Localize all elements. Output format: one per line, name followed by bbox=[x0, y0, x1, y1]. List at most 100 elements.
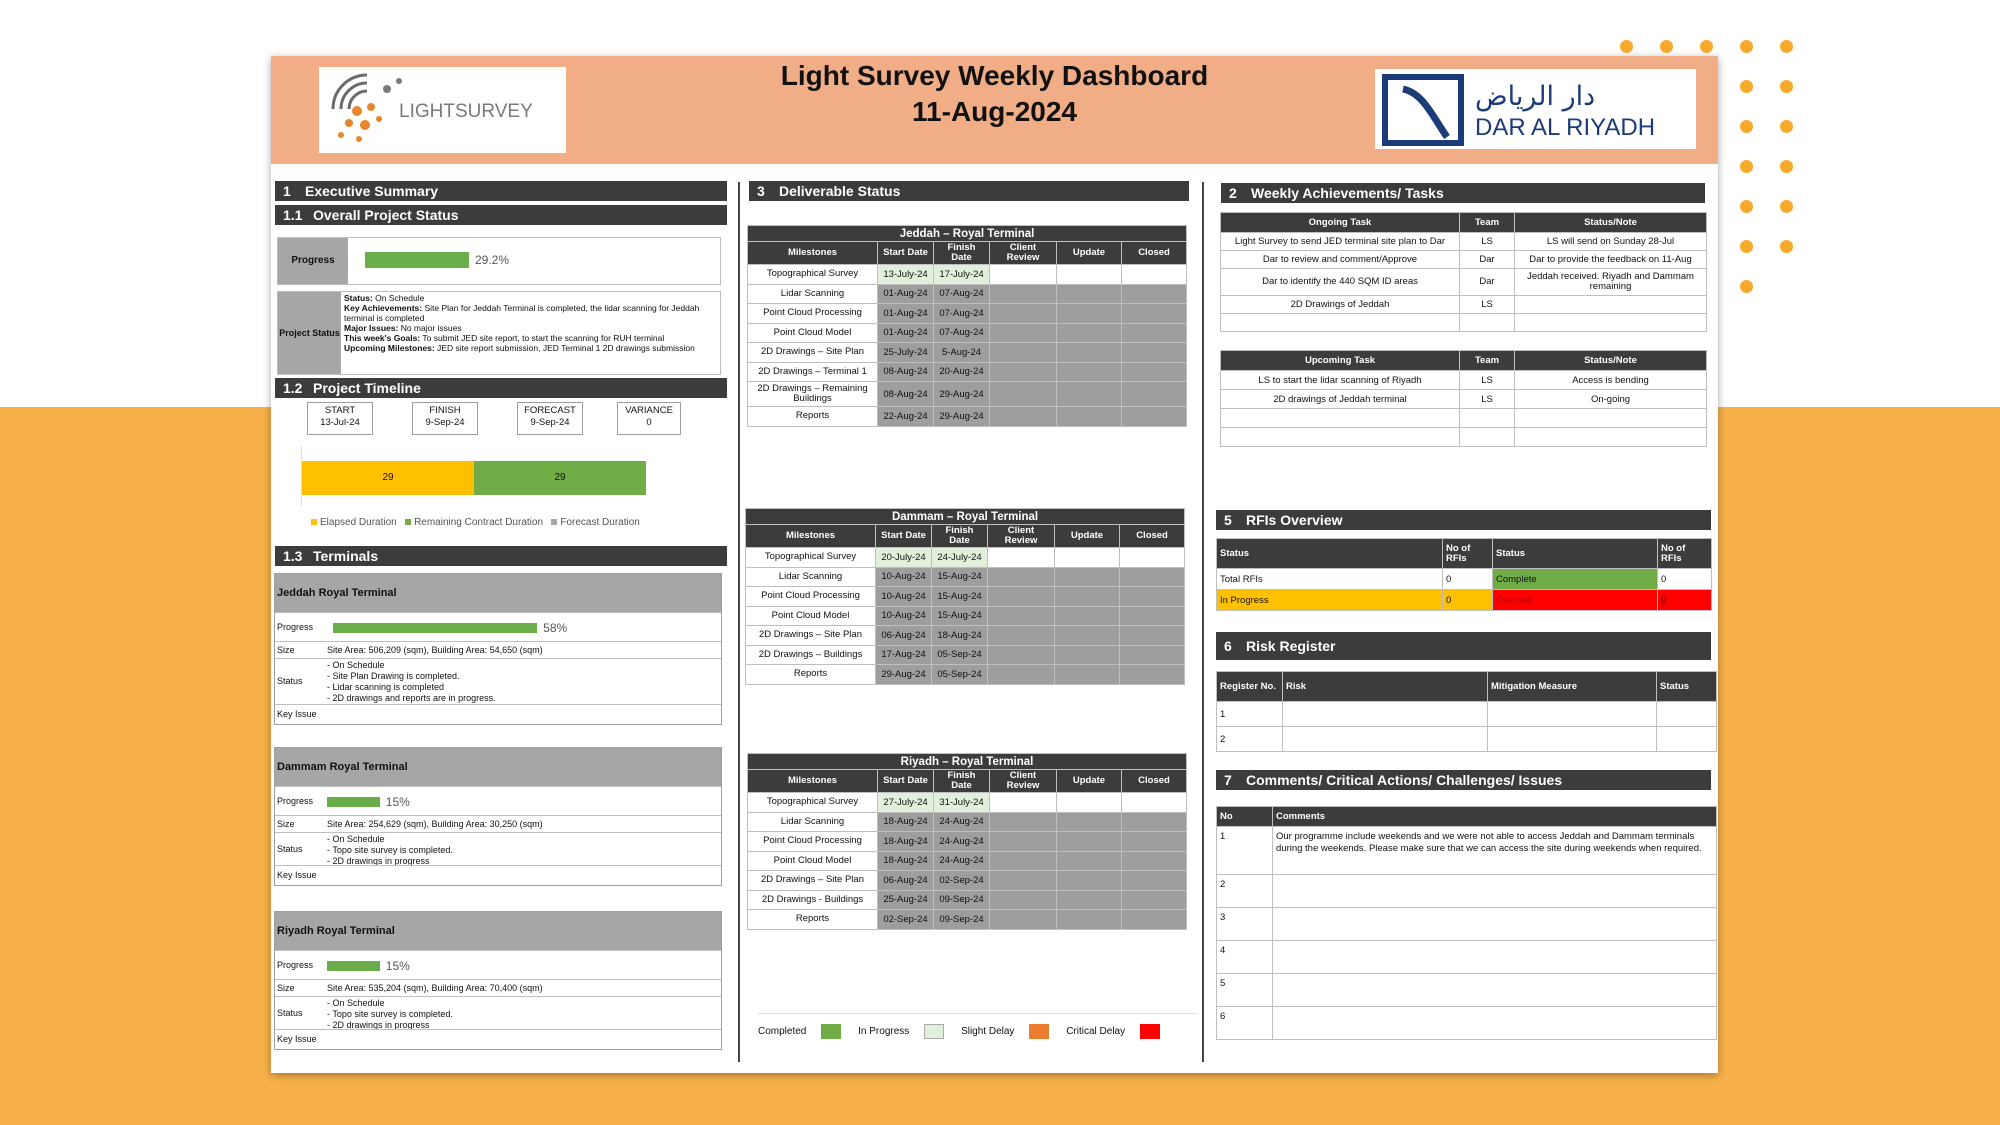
milestone-status-cell bbox=[1118, 566, 1186, 587]
milestone-finish: 24-Aug-24 bbox=[933, 831, 990, 852]
timeline-forecast: FORECAST 9-Sep-24 bbox=[517, 402, 583, 435]
milestone-status-cell bbox=[1056, 889, 1122, 910]
milestone-name: 2D Drawings - Buildings bbox=[747, 889, 878, 910]
deliverable-row: Point Cloud Processing 10-Aug-24 15-Aug-24 bbox=[745, 586, 1186, 607]
table-header: Comments bbox=[1272, 806, 1717, 827]
lightsurvey-logo: LIGHTSURVEY bbox=[319, 67, 566, 153]
section-deliverable-status: 3 Deliverable Status bbox=[749, 181, 1189, 201]
status-line: Upcoming Milestones: JED site report sub… bbox=[344, 343, 695, 353]
table-cell: LS bbox=[1459, 389, 1515, 409]
table-cell: LS bbox=[1459, 232, 1515, 251]
milestone-status-cell bbox=[1056, 406, 1122, 427]
table-row: 2D Drawings of Jeddah LS bbox=[1220, 295, 1707, 314]
table-row: 5 bbox=[1216, 973, 1717, 1007]
milestone-name: Topographical Survey bbox=[747, 792, 878, 813]
milestone-name: Point Cloud Model bbox=[747, 322, 878, 343]
decorative-dot bbox=[1780, 200, 1793, 213]
legend-in-progress: In Progress bbox=[858, 1024, 947, 1039]
table-cell bbox=[1487, 726, 1657, 752]
deliverable-header: Start Date bbox=[877, 241, 934, 265]
status-line: Key Achievements: Site Plan for Jeddah T… bbox=[344, 303, 700, 323]
table-cell: 2 bbox=[1216, 726, 1283, 752]
milestone-start: 06-Aug-24 bbox=[877, 870, 934, 891]
milestone-status-cell bbox=[989, 283, 1057, 304]
milestone-finish: 24-Aug-24 bbox=[933, 811, 990, 832]
milestone-status-cell bbox=[989, 792, 1057, 813]
deliverable-header: Update bbox=[1056, 769, 1122, 793]
milestone-name: Point Cloud Processing bbox=[747, 303, 878, 324]
milestone-status-cell bbox=[1056, 322, 1122, 343]
milestone-status-cell bbox=[1120, 303, 1188, 324]
deliverable-row: Point Cloud Processing 18-Aug-24 24-Aug-24 bbox=[747, 831, 1188, 852]
terminal-status-line: - On Schedule bbox=[327, 660, 385, 670]
table-header: Status bbox=[1216, 538, 1443, 569]
milestone-status-cell bbox=[1056, 850, 1122, 871]
terminal-status-line: - 2D drawings in progress bbox=[327, 1020, 430, 1030]
milestone-name: Lidar Scanning bbox=[747, 811, 878, 832]
decorative-dot bbox=[1780, 40, 1793, 53]
table-cell: 0 bbox=[1442, 589, 1493, 611]
table-row: Total RFIs 0 Complete 0 bbox=[1216, 568, 1712, 590]
table-cell bbox=[1220, 408, 1460, 428]
milestone-status-cell bbox=[987, 586, 1055, 607]
terminal-status-line: - Topo site survey is completed. bbox=[327, 845, 453, 855]
status-line: Status: On Schedule bbox=[344, 293, 425, 303]
table-cell bbox=[1514, 295, 1707, 314]
milestone-name: Point Cloud Processing bbox=[745, 586, 876, 607]
table-cell: 2D drawings of Jeddah terminal bbox=[1220, 389, 1460, 409]
terminal-progress-bar bbox=[327, 796, 380, 807]
milestone-status-cell bbox=[1054, 586, 1120, 607]
milestone-finish: 02-Sep-24 bbox=[933, 870, 990, 891]
milestone-start: 25-July-24 bbox=[877, 342, 934, 363]
table-cell: Overdue bbox=[1492, 589, 1658, 611]
decorative-dot bbox=[1740, 200, 1753, 213]
deliverable-header: Start Date bbox=[875, 524, 932, 548]
milestone-start: 27-July-24 bbox=[877, 792, 934, 813]
deliverable-table-riyadh: Riyadh – Royal Terminal Milestones Start D… bbox=[746, 753, 1188, 930]
milestone-status-cell bbox=[1056, 361, 1122, 382]
table-cell: 3 bbox=[1216, 907, 1273, 941]
milestone-name: Point Cloud Model bbox=[745, 605, 876, 626]
table-cell: 6 bbox=[1216, 1006, 1273, 1040]
milestone-status-cell bbox=[1120, 811, 1188, 832]
deliverable-row: 2D Drawings – Buildings 17-Aug-24 05-Sep-2… bbox=[745, 644, 1186, 665]
logo-arabic-text: دار الرياض bbox=[1475, 81, 1595, 112]
milestone-name: 2D Drawings – Terminal 1 bbox=[747, 361, 878, 382]
table-cell: 1 bbox=[1216, 701, 1283, 727]
milestone-status-cell bbox=[989, 342, 1057, 363]
terminal-status-row: Status - On Schedule - Site Plan Drawing i… bbox=[275, 658, 721, 704]
table-cell: On-going bbox=[1514, 389, 1707, 409]
milestone-start: 10-Aug-24 bbox=[875, 586, 932, 607]
table-header: No of RFIs bbox=[1657, 538, 1712, 569]
milestone-start: 20-July-24 bbox=[875, 547, 932, 568]
table-cell: 0 bbox=[1657, 568, 1712, 590]
table-row: 6 bbox=[1216, 1006, 1717, 1040]
table-cell bbox=[1459, 313, 1515, 332]
deliverable-row: Point Cloud Model 10-Aug-24 15-Aug-24 bbox=[745, 605, 1186, 626]
deliverable-row: Reports 02-Sep-24 09-Sep-24 bbox=[747, 909, 1188, 930]
table-cell bbox=[1272, 874, 1717, 908]
milestone-status-cell bbox=[987, 605, 1055, 626]
decorative-dot bbox=[1740, 240, 1753, 253]
table-row: 2 bbox=[1216, 874, 1717, 908]
table-cell: Light Survey to send JED terminal site p… bbox=[1220, 232, 1460, 251]
terminal-status-line: - Topo site survey is completed. bbox=[327, 1009, 453, 1019]
deliverable-header: Client Review bbox=[989, 769, 1057, 793]
milestone-status-cell bbox=[1120, 342, 1188, 363]
milestone-start: 01-Aug-24 bbox=[877, 303, 934, 324]
table-cell: LS will send on Sunday 28-Jul bbox=[1514, 232, 1707, 251]
logo-english-text: DAR AL RIYADH bbox=[1475, 114, 1655, 141]
milestone-status-cell bbox=[1118, 605, 1186, 626]
timeline-finish: FINISH 9-Sep-24 bbox=[412, 402, 478, 435]
milestone-status-cell bbox=[1120, 264, 1188, 285]
deliverable-row: Lidar Scanning 18-Aug-24 24-Aug-24 bbox=[747, 811, 1188, 832]
milestone-status-cell bbox=[1056, 870, 1122, 891]
milestone-status-cell bbox=[1120, 283, 1188, 304]
deliverable-row: 2D Drawings – Terminal 1 08-Aug-24 20-Aug-… bbox=[747, 361, 1188, 382]
terminal-progress-value: 15% bbox=[385, 958, 410, 973]
table-row: 2 bbox=[1216, 726, 1717, 752]
table-row: Dar to review and comment/Approve Dar Dar … bbox=[1220, 250, 1707, 269]
timeline-start: START 13-Jul-24 bbox=[307, 402, 373, 435]
table-cell bbox=[1272, 940, 1717, 974]
terminal-card-dammam: Dammam Royal Terminal Progress 15% Size Site… bbox=[274, 747, 722, 886]
